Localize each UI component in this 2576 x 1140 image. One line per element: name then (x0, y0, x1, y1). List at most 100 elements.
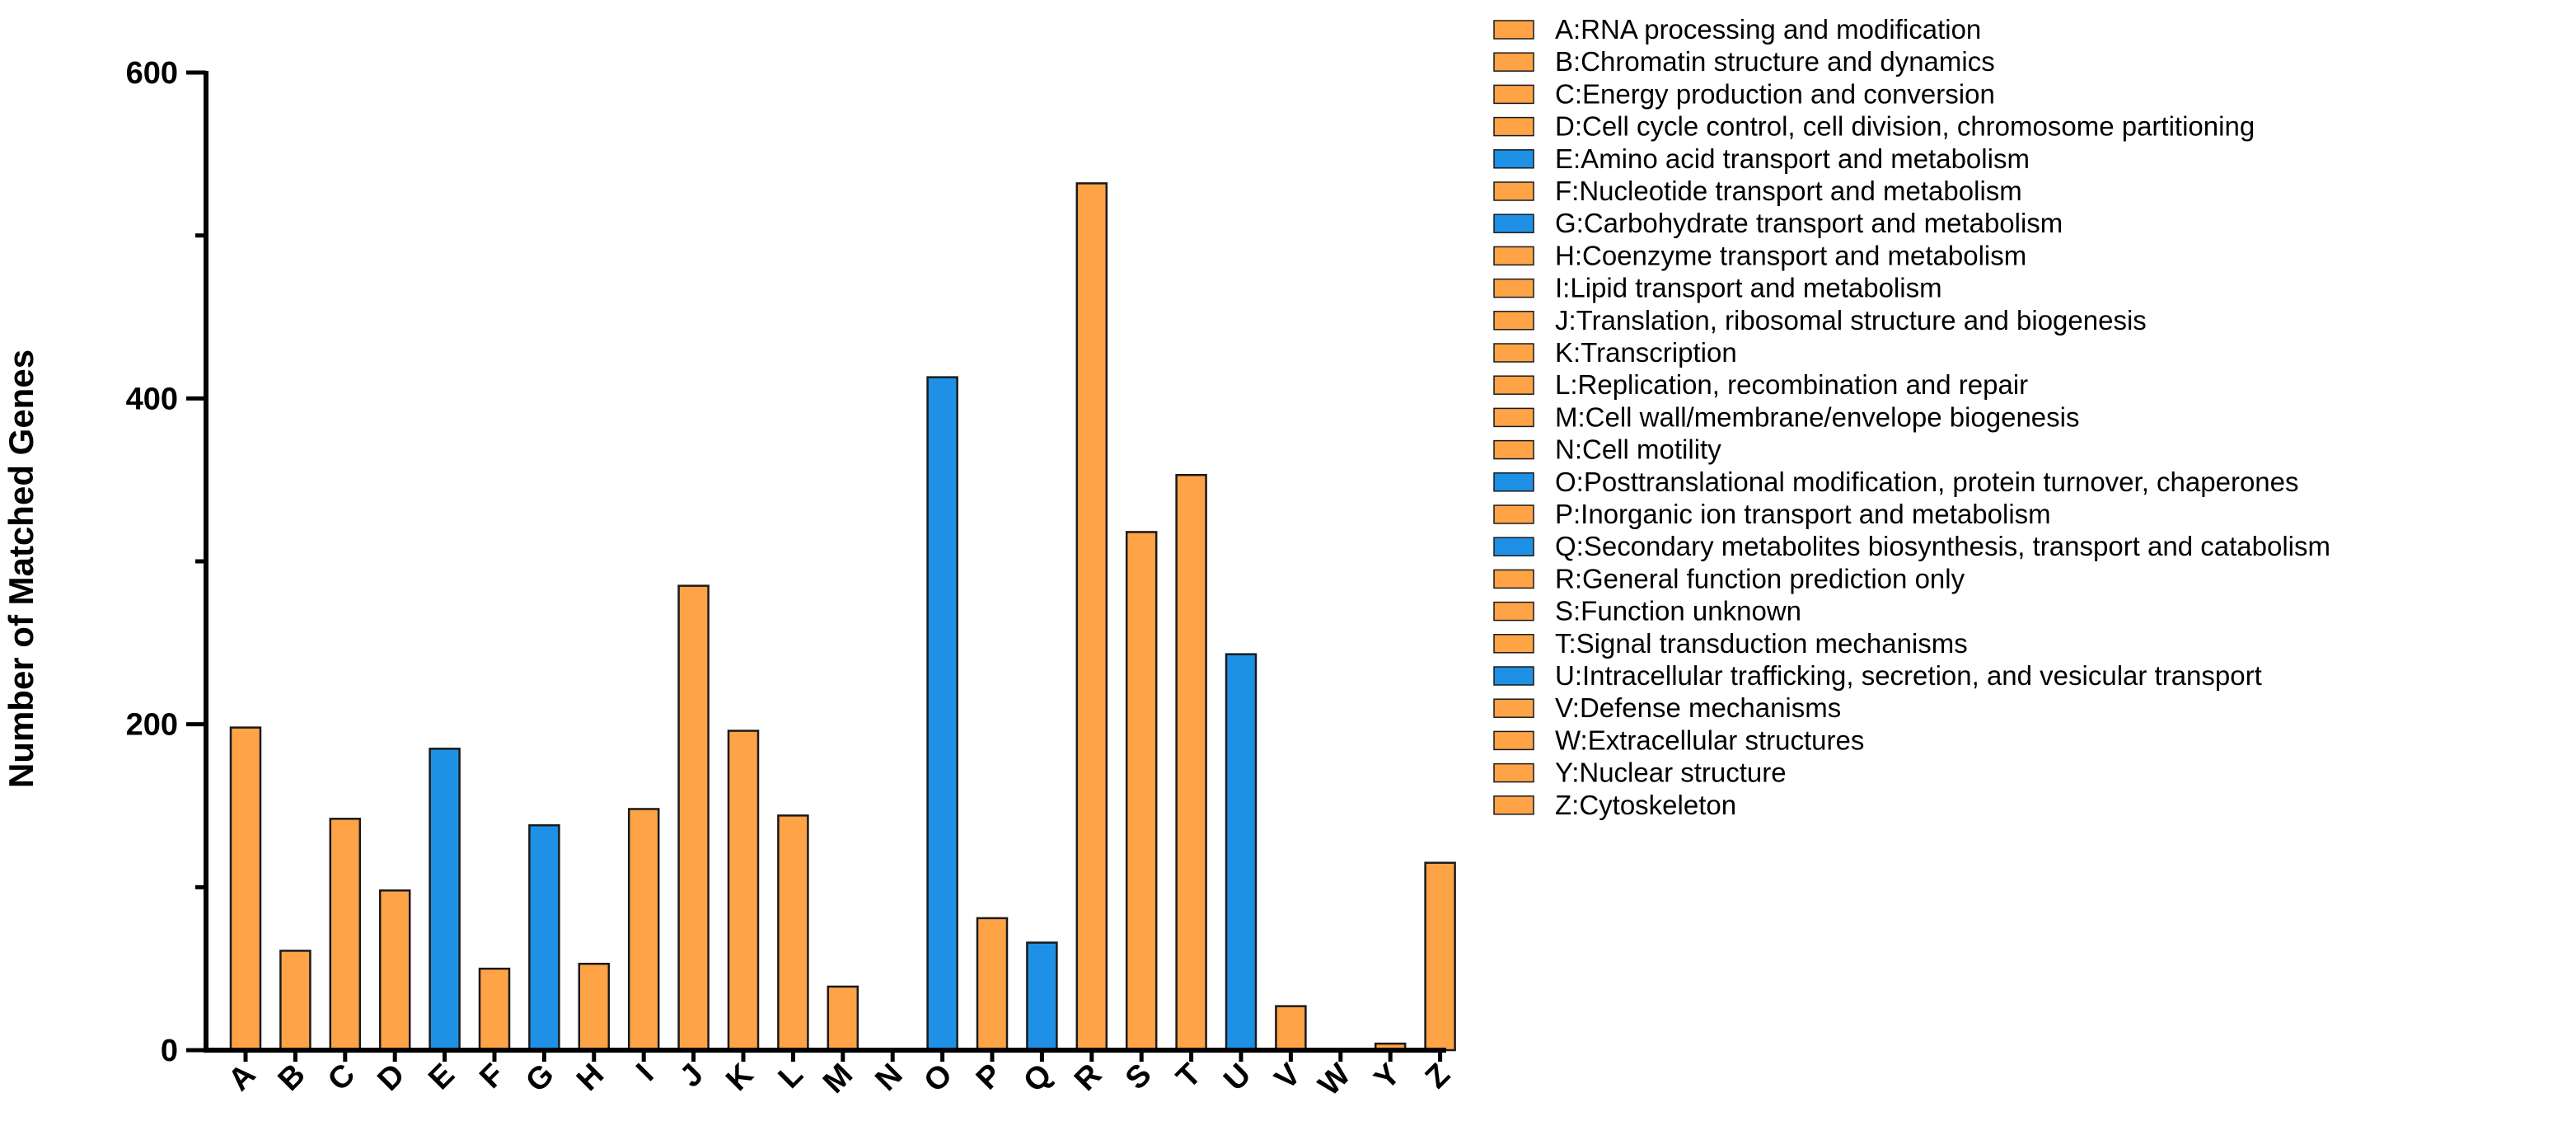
legend-swatch (1493, 84, 1534, 105)
legend-label: J:Translation, ribosomal structure and b… (1555, 305, 2147, 335)
bar-Z (1424, 861, 1456, 1052)
legend-swatch (1493, 116, 1534, 137)
x-tick-label-K: K (719, 1057, 760, 1097)
legend-label: Y:Nuclear structure (1555, 758, 1787, 788)
legend-label: A:RNA processing and modification (1555, 14, 1981, 45)
legend-item: J:Translation, ribosomal structure and b… (1493, 305, 2147, 335)
bar-C (329, 818, 362, 1052)
bar-U (1225, 653, 1258, 1052)
legend-item: E:Amino acid transport and metabolism (1493, 143, 2030, 174)
legend-swatch (1493, 375, 1534, 395)
legend-swatch (1493, 246, 1534, 266)
legend-label: D:Cell cycle control, cell division, chr… (1555, 111, 2255, 142)
legend-item: K:Transcription (1493, 337, 1737, 368)
bars-group (229, 182, 1456, 1052)
legend-item: O:Posttranslational modification, protei… (1493, 467, 2299, 497)
legend-label: W:Extracellular structures (1555, 725, 1864, 755)
bar-H (578, 962, 611, 1052)
x-tick-label-S: S (1119, 1058, 1159, 1097)
bar-D (378, 889, 411, 1052)
legend-swatch (1493, 472, 1534, 492)
legend-label: V:Defense mechanisms (1555, 692, 1841, 723)
bar-O (926, 376, 958, 1052)
legend-item: U:Intracellular trafficking, secretion, … (1493, 660, 2262, 691)
x-tick-label-V: V (1268, 1057, 1308, 1096)
bar-S (1125, 531, 1158, 1052)
legend-item: P:Inorganic ion transport and metabolism (1493, 499, 2051, 529)
y-axis-title: Number of Matched Genes (2, 350, 40, 788)
legend-label: S:Function unknown (1555, 596, 1801, 626)
legend-item: L:Replication, recombination and repair (1493, 369, 2028, 400)
x-tick-label-Z: Z (1419, 1058, 1457, 1095)
legend-item: W:Extracellular structures (1493, 725, 1864, 755)
legend-label: F:Nucleotide transport and metabolism (1555, 176, 2022, 206)
x-tick-label-N: N (869, 1058, 909, 1098)
x-tick-label-J: J (673, 1058, 710, 1095)
legend-item: S:Function unknown (1493, 596, 1801, 626)
x-tick-label-C: C (321, 1058, 362, 1098)
bar-V (1275, 1005, 1307, 1052)
bar-A (229, 726, 262, 1052)
legend-item: F:Nucleotide transport and metabolism (1493, 176, 2022, 206)
legend-item: C:Energy production and conversion (1493, 78, 1995, 109)
x-tick-label-A: A (222, 1058, 262, 1098)
bar-J (677, 584, 710, 1052)
x-tick-label-D: D (371, 1058, 411, 1098)
legend-label: P:Inorganic ion transport and metabolism (1555, 499, 2051, 529)
x-tick-label-L: L (772, 1058, 810, 1095)
x-tick-label-I: I (630, 1058, 660, 1088)
legend-label: B:Chromatin structure and dynamics (1555, 46, 1995, 77)
x-tick-label-B: B (272, 1058, 312, 1098)
legend-swatch (1493, 407, 1534, 428)
x-tick-label-O: O (917, 1058, 959, 1100)
bar-Q (1026, 941, 1058, 1052)
bar-P (976, 917, 1009, 1052)
legend-label: N:Cell motility (1555, 434, 1721, 465)
bar-F (478, 967, 511, 1052)
legend-label: O:Posttranslational modification, protei… (1555, 467, 2299, 497)
legend-swatch (1493, 666, 1534, 686)
bar-R (1075, 182, 1108, 1052)
x-tick-label-E: E (422, 1058, 461, 1097)
x-tick-label-W: W (1312, 1058, 1357, 1103)
legend-item: B:Chromatin structure and dynamics (1493, 46, 1995, 77)
x-tick-label-P: P (970, 1058, 1009, 1097)
legend-label: Q:Secondary metabolites biosynthesis, tr… (1555, 531, 2330, 561)
legend-swatch (1493, 698, 1534, 718)
legend-item: H:Coenzyme transport and metabolism (1493, 240, 2026, 270)
x-tick-label-F: F (473, 1058, 511, 1095)
bar-I (627, 808, 660, 1052)
legend-swatch (1493, 343, 1534, 363)
legend-label: U:Intracellular trafficking, secretion, … (1555, 660, 2262, 691)
legend-swatch (1493, 278, 1534, 298)
x-tick-label-U: U (1217, 1058, 1258, 1098)
legend-swatch (1493, 634, 1534, 654)
legend-swatch (1493, 762, 1534, 783)
y-tick-label-0: 0 (161, 1034, 178, 1068)
legend-swatch (1493, 181, 1534, 201)
legend-swatch (1493, 795, 1534, 815)
legend-swatch (1493, 52, 1534, 72)
y-tick-label-600: 600 (126, 56, 178, 91)
legend-item: R:General function prediction only (1493, 563, 1965, 593)
x-tick-label-M: M (817, 1058, 859, 1100)
legend-swatch (1493, 601, 1534, 622)
legend-swatch (1493, 311, 1534, 331)
x-tick-label-G: G (519, 1058, 561, 1100)
bar-M (827, 985, 859, 1052)
legend-swatch (1493, 569, 1534, 589)
legend-label: I:Lipid transport and metabolism (1555, 273, 1942, 303)
y-tick-label-200: 200 (126, 708, 178, 743)
legend-item: N:Cell motility (1493, 434, 1721, 465)
x-tick-label-R: R (1068, 1058, 1108, 1098)
x-tick-label-H: H (570, 1058, 611, 1098)
legend-label: G:Carbohydrate transport and metabolism (1555, 208, 2063, 238)
legend-item: G:Carbohydrate transport and metabolism (1493, 208, 2063, 238)
legend-swatch (1493, 149, 1534, 169)
legend-label: T:Signal transduction mechanisms (1555, 628, 1968, 659)
legend-label: E:Amino acid transport and metabolism (1555, 143, 2030, 174)
legend-item: T:Signal transduction mechanisms (1493, 628, 1968, 659)
legend-item: Y:Nuclear structure (1493, 758, 1787, 788)
legend-label: K:Transcription (1555, 337, 1737, 368)
legend-label: Z:Cytoskeleton (1555, 790, 1736, 820)
